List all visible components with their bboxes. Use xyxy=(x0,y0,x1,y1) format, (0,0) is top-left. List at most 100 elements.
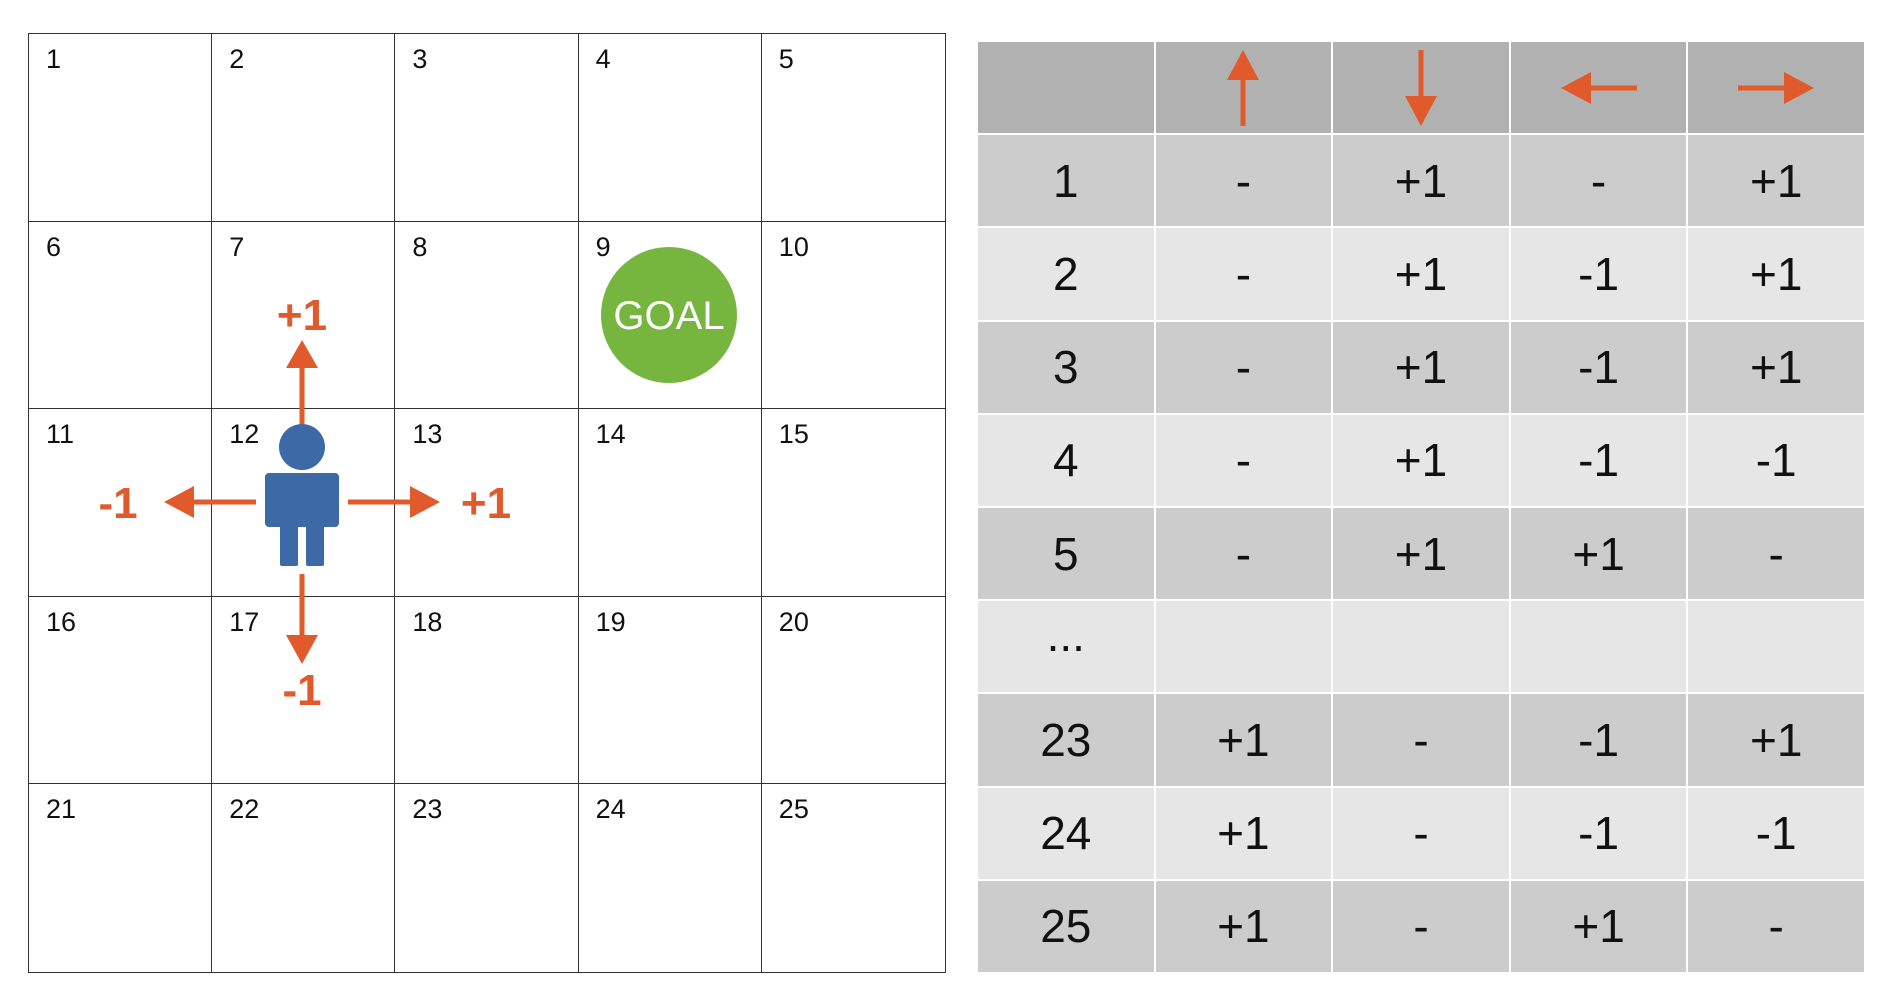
grid-cell: 17 xyxy=(212,596,396,785)
reward-table: 1 - +1 - +1 2 - +1 -1 +1 3 - +1 -1 +1 4 … xyxy=(978,42,1864,972)
reward-up-cell: - xyxy=(1155,414,1332,506)
reward-right-cell: +1 xyxy=(1688,228,1864,320)
reward-right-cell: -1 xyxy=(1688,414,1864,506)
cell-number: 25 xyxy=(778,794,809,825)
arrow-up-icon xyxy=(1227,49,1260,126)
reward-down-cell: +1 xyxy=(1333,321,1509,413)
table-header-left xyxy=(1510,42,1687,134)
cell-number: 24 xyxy=(595,794,626,825)
grid-cell: 13 xyxy=(395,409,579,597)
cell-number: 16 xyxy=(46,606,77,637)
reward-left-cell: +1 xyxy=(1510,880,1687,972)
cell-number: 11 xyxy=(46,419,75,450)
state-cell: ... xyxy=(978,601,1154,693)
reward-up-cell: - xyxy=(1155,507,1332,600)
reward-right-cell: -1 xyxy=(1688,787,1864,879)
grid-cell: 18 xyxy=(395,596,579,785)
cell-number: 22 xyxy=(229,794,260,825)
grid-cell: 2 xyxy=(212,34,396,222)
cell-number: 8 xyxy=(412,231,428,262)
grid-cell: 10 xyxy=(761,222,945,410)
reward-up-cell: +1 xyxy=(1155,880,1332,972)
grid-cell-goal: 9 xyxy=(578,221,762,410)
table-header-state xyxy=(978,42,1154,134)
reward-up-cell: - xyxy=(1155,135,1332,227)
reward-up-cell: +1 xyxy=(1155,694,1332,786)
grid-cell: 3 xyxy=(395,34,579,222)
reward-down-cell: - xyxy=(1333,787,1509,879)
grid-cell: 20 xyxy=(761,597,945,785)
state-cell: 23 xyxy=(978,694,1154,786)
cell-number: 3 xyxy=(412,44,428,74)
reward-left-cell: -1 xyxy=(1510,414,1687,506)
reward-down-cell: +1 xyxy=(1333,414,1509,506)
grid-cell: 8 xyxy=(395,221,579,410)
grid-cell: 14 xyxy=(578,409,762,597)
reward-down-cell: +1 xyxy=(1333,507,1509,600)
table-header-up xyxy=(1155,42,1332,134)
table-header-down xyxy=(1333,42,1509,134)
reward-right-cell: - xyxy=(1688,507,1864,600)
reward-left-cell: -1 xyxy=(1510,228,1687,320)
cell-number: 2 xyxy=(229,44,245,74)
grid-cell: 1 xyxy=(29,34,213,222)
arrow-right-icon xyxy=(1738,71,1815,104)
grid-cell: 7 xyxy=(212,221,396,410)
grid-cell: 15 xyxy=(761,409,945,597)
cell-number: 1 xyxy=(46,44,62,74)
cell-number: 23 xyxy=(412,794,443,825)
reward-left-cell xyxy=(1510,601,1687,693)
state-cell: 4 xyxy=(978,414,1154,506)
cell-number: 4 xyxy=(595,44,611,74)
cell-number: 20 xyxy=(778,606,809,637)
state-cell: 5 xyxy=(978,507,1154,600)
reward-down-cell xyxy=(1333,601,1509,693)
grid-cell: 16 xyxy=(29,596,213,785)
grid-cell: 5 xyxy=(761,34,945,222)
grid-cell: 23 xyxy=(395,784,579,972)
cell-number: 17 xyxy=(229,606,260,637)
reward-left-cell: +1 xyxy=(1510,507,1687,600)
arrow-left-icon xyxy=(1560,71,1637,104)
cell-number: 9 xyxy=(595,231,611,262)
grid-cell: 11 xyxy=(29,409,213,597)
cell-number: 18 xyxy=(412,606,443,637)
grid-cell-agent: 12 xyxy=(212,409,396,597)
grid-cell: 24 xyxy=(579,784,762,972)
grid-cell: 19 xyxy=(578,596,762,785)
grid-cell: 4 xyxy=(578,34,762,222)
reward-down-cell: +1 xyxy=(1333,135,1509,227)
state-cell: 2 xyxy=(978,228,1154,320)
grid-cell: 25 xyxy=(762,784,945,972)
grid-world: 1 2 3 4 5 6 7 8 9 10 11 12 13 14 15 16 1… xyxy=(28,33,946,973)
cell-number: 13 xyxy=(412,419,443,450)
state-cell: 3 xyxy=(978,321,1154,413)
reward-right-cell xyxy=(1688,601,1864,693)
cell-number: 14 xyxy=(595,419,626,450)
reward-right-cell: +1 xyxy=(1688,321,1864,413)
reward-left-cell: -1 xyxy=(1510,787,1687,879)
arrow-down-icon xyxy=(1404,49,1437,126)
state-cell: 25 xyxy=(978,880,1154,972)
reward-left-cell: -1 xyxy=(1510,694,1687,786)
state-cell: 24 xyxy=(978,787,1154,879)
reward-up-cell: - xyxy=(1155,228,1332,320)
grid-cell: 6 xyxy=(29,221,213,410)
reward-up-cell: +1 xyxy=(1155,787,1332,879)
cell-number: 12 xyxy=(229,419,260,450)
cell-number: 10 xyxy=(778,231,809,262)
reward-up-cell xyxy=(1155,601,1332,693)
cell-number: 5 xyxy=(778,44,794,74)
cell-number: 7 xyxy=(229,231,245,262)
reward-down-cell: +1 xyxy=(1333,228,1509,320)
cell-number: 21 xyxy=(46,794,77,825)
grid-cell: 21 xyxy=(29,784,213,972)
cell-number: 15 xyxy=(778,419,809,450)
reward-down-cell: - xyxy=(1333,880,1509,972)
cell-number: 19 xyxy=(595,606,626,637)
reward-right-cell: +1 xyxy=(1688,694,1864,786)
grid-cell: 22 xyxy=(212,784,396,972)
reward-left-cell: -1 xyxy=(1510,321,1687,413)
reward-up-cell: - xyxy=(1155,321,1332,413)
reward-down-cell: - xyxy=(1333,694,1509,786)
